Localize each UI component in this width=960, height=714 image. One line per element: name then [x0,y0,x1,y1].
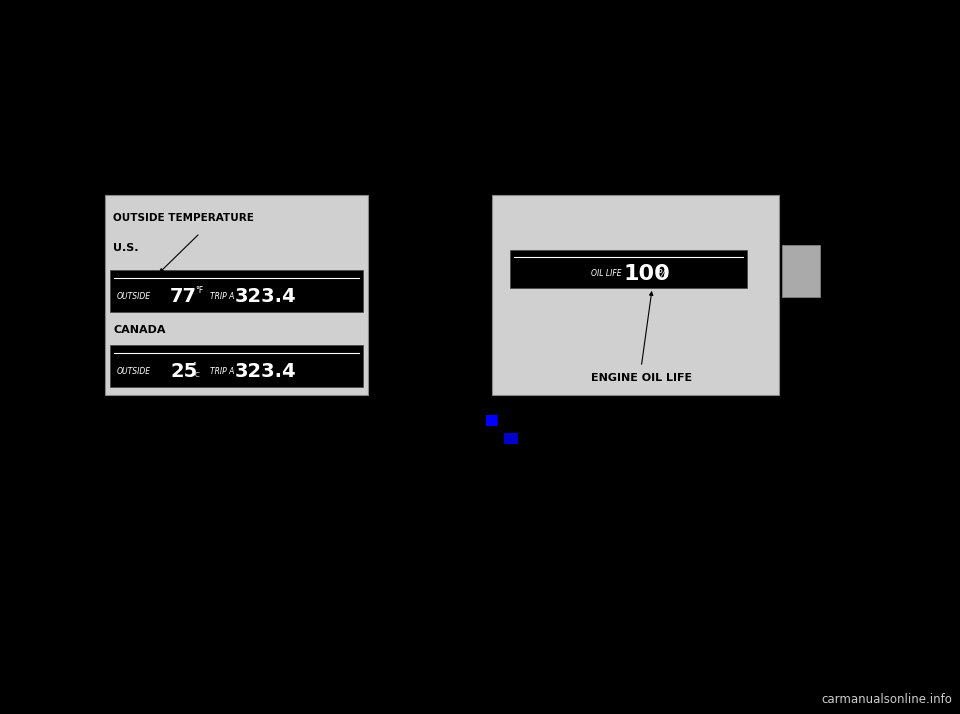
Text: ENGINE OIL LIFE: ENGINE OIL LIFE [590,373,692,383]
Bar [782,245,820,297]
Text: OUTSIDE: OUTSIDE [117,366,151,376]
Text: OUTSIDE: OUTSIDE [117,291,151,301]
Text: 323.4: 323.4 [235,361,297,381]
Text: TRIP A: TRIP A [210,366,234,376]
Bar [105,195,368,395]
Text: C: C [195,372,200,378]
Text: U.S.: U.S. [113,243,138,253]
Text: 77: 77 [170,286,197,306]
Text: °: ° [192,363,196,371]
Text: CANADA: CANADA [113,325,165,335]
Text: carmanualsonline.info: carmanualsonline.info [821,693,952,706]
Text: 100: 100 [624,263,670,283]
Bar [110,270,363,312]
Text: TRIP A: TRIP A [210,291,234,301]
Text: OIL LIFE: OIL LIFE [590,269,621,278]
Text: 25: 25 [170,361,197,381]
Bar [492,195,779,395]
Text: 323.4: 323.4 [235,286,297,306]
Text: °F: °F [195,286,204,295]
Bar [110,345,363,387]
Text: OUTSIDE TEMPERATURE: OUTSIDE TEMPERATURE [113,213,253,223]
Bar [510,250,747,288]
Text: %: % [658,268,668,278]
Bar [504,433,518,444]
Bar [486,415,497,426]
